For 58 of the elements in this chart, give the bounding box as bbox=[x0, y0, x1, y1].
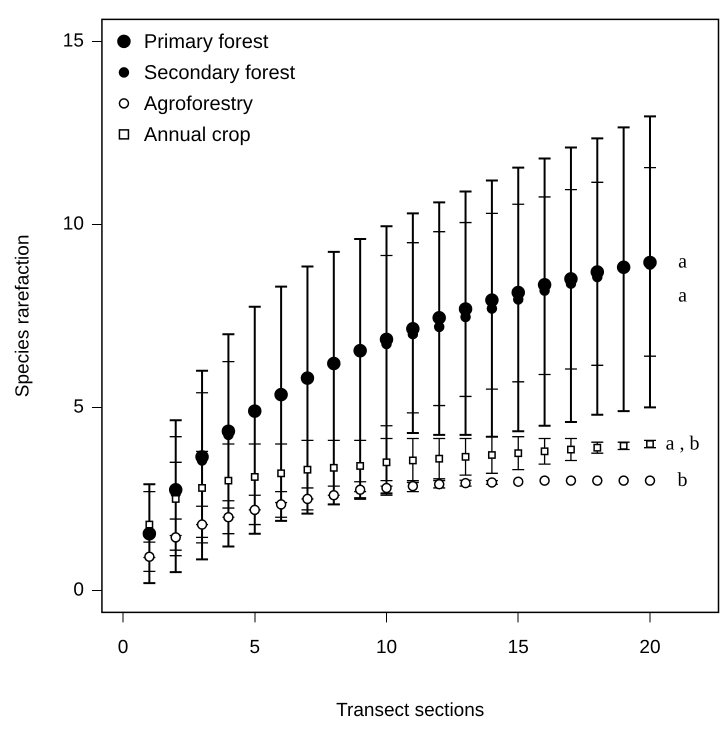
annotation: a bbox=[678, 250, 688, 273]
point bbox=[539, 475, 550, 486]
annotation: a , b bbox=[666, 432, 700, 454]
legend-label: Agroforestry bbox=[144, 92, 253, 115]
point bbox=[382, 458, 390, 466]
point bbox=[618, 475, 629, 486]
point bbox=[330, 464, 338, 472]
point bbox=[170, 532, 181, 543]
y-tick-label: 15 bbox=[62, 30, 84, 52]
y-axis-title: Species rarefaction bbox=[12, 234, 34, 398]
x-tick-label: 15 bbox=[508, 637, 529, 658]
point bbox=[540, 447, 549, 456]
point bbox=[145, 520, 154, 528]
point bbox=[144, 552, 155, 562]
point bbox=[248, 404, 262, 418]
point bbox=[462, 452, 470, 461]
point bbox=[434, 322, 444, 332]
point bbox=[327, 356, 341, 370]
point bbox=[250, 504, 260, 516]
x-tick-label: 5 bbox=[249, 637, 260, 658]
point bbox=[408, 456, 417, 464]
point bbox=[514, 449, 522, 458]
point bbox=[196, 519, 208, 530]
point bbox=[304, 466, 312, 474]
point bbox=[644, 475, 656, 486]
x-tick-label: 10 bbox=[376, 637, 398, 658]
point bbox=[276, 499, 286, 510]
point bbox=[488, 451, 496, 459]
annotation: a bbox=[678, 284, 688, 307]
point bbox=[435, 454, 444, 463]
x-tick-label: 0 bbox=[118, 637, 128, 658]
point bbox=[224, 476, 232, 485]
point bbox=[274, 388, 288, 402]
point bbox=[512, 476, 524, 487]
point bbox=[616, 260, 630, 274]
annotation: b bbox=[678, 468, 688, 491]
point bbox=[353, 344, 367, 358]
point bbox=[302, 494, 313, 504]
point bbox=[486, 477, 498, 488]
point bbox=[300, 371, 314, 385]
point bbox=[250, 473, 259, 481]
legend-label: Primary forest bbox=[144, 30, 269, 53]
legend-label: Annual crop bbox=[144, 124, 251, 146]
y-tick-label: 0 bbox=[73, 580, 84, 601]
x-tick-label: 20 bbox=[639, 637, 661, 658]
point bbox=[566, 475, 576, 486]
legend-label: Secondary forest bbox=[144, 62, 296, 84]
point bbox=[567, 446, 575, 454]
x-axis-title: Transect sections bbox=[336, 700, 484, 721]
point bbox=[432, 310, 446, 324]
point bbox=[592, 475, 603, 486]
point bbox=[356, 462, 364, 470]
point bbox=[277, 469, 286, 478]
point bbox=[198, 484, 206, 492]
point bbox=[142, 526, 156, 540]
y-tick-label: 10 bbox=[62, 214, 84, 235]
y-tick-label: 5 bbox=[73, 396, 84, 418]
point bbox=[223, 512, 234, 522]
